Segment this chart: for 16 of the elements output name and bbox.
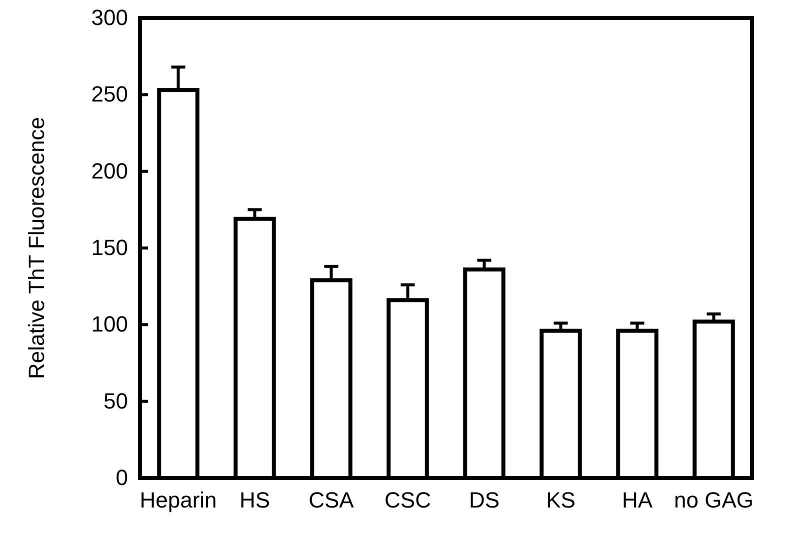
x-tick-label: CSA — [308, 488, 354, 513]
x-tick-label: Heparin — [140, 488, 217, 513]
y-tick-label: 100 — [91, 312, 128, 337]
x-tick-label: DS — [468, 488, 500, 513]
y-tick-label: 0 — [116, 465, 128, 490]
y-tick-label: 200 — [91, 158, 128, 184]
y-tick-label: 50 — [104, 388, 128, 414]
x-tick-label: KS — [546, 488, 576, 513]
x-tick-label: HA — [622, 488, 653, 513]
y-tick-label: 150 — [91, 235, 128, 260]
y-axis-title: Relative ThT Fluorescence — [24, 116, 49, 380]
x-tick-label: CSC — [384, 488, 432, 513]
y-tick-label: 300 — [91, 5, 128, 30]
x-tick-label: no GAG — [674, 488, 754, 513]
y-tick-label: 250 — [91, 82, 128, 107]
x-tick-label: HS — [239, 488, 270, 513]
